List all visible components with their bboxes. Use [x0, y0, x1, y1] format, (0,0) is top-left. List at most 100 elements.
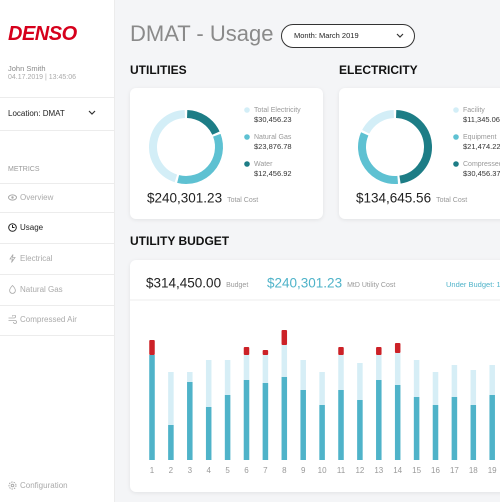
actual-bar	[281, 377, 288, 460]
legend-label: Compressed Air	[463, 161, 500, 168]
location-select[interactable]: Location: DMAT	[8, 109, 65, 118]
nav-label: Configuration	[20, 481, 68, 490]
x-tick-label: 12	[355, 466, 364, 475]
actual-bar	[357, 400, 363, 460]
x-tick-label: 13	[374, 466, 383, 475]
nav-item-active[interactable]: Usage	[8, 223, 43, 232]
actual-bar	[451, 397, 458, 460]
divider	[0, 305, 114, 306]
section-title: ELECTRICITY	[339, 63, 418, 77]
legend-dot	[244, 161, 250, 167]
nav-item[interactable]: Overview	[8, 193, 53, 202]
divider	[0, 130, 114, 131]
chevron	[396, 33, 404, 38]
divider	[0, 335, 114, 336]
nav-item[interactable]: Natural Gas	[8, 284, 63, 294]
actual-bar	[300, 390, 306, 460]
divider	[0, 243, 114, 244]
actual-bar	[187, 382, 193, 460]
legend-label: Water	[254, 161, 273, 168]
actual-bar	[262, 383, 269, 460]
over-bar	[376, 347, 382, 355]
actual-bar	[243, 380, 250, 460]
logo: DENSO	[8, 23, 77, 45]
over-bar	[262, 350, 269, 355]
actual-bar	[205, 407, 212, 460]
x-tick-label: 9	[301, 466, 306, 475]
nav-label: Compressed Air	[20, 315, 77, 324]
x-tick-label: 7	[263, 466, 268, 475]
timestamp: 04.17.2019 | 13:45:06	[8, 74, 76, 81]
x-tick-label: 16	[431, 466, 440, 475]
card: $314,450.00 Budget $240,301.23 MtD Utility …	[130, 260, 500, 492]
actual-bar	[168, 425, 174, 460]
x-tick-label: 2	[169, 466, 174, 475]
x-tick-label: 11	[337, 466, 346, 475]
legend-label: Equipment	[463, 134, 497, 141]
month-label: Month: March 2019	[294, 31, 359, 40]
actual-bar	[394, 385, 401, 460]
legend-dot	[453, 161, 459, 167]
cost-caption: MtD Utility Cost	[347, 282, 395, 289]
over-bar	[394, 343, 401, 353]
legend-value: $30,456.23	[254, 115, 292, 124]
legend-value: $23,876.78	[254, 142, 292, 151]
donut-segment	[177, 133, 223, 184]
legend-dot	[453, 107, 459, 113]
section-title: UTILITIES	[130, 63, 187, 77]
divider	[0, 274, 114, 275]
bar-chart: $314,450.00 Budget $240,301.23 MtD Utility …	[130, 276, 500, 475]
x-tick-label: 17	[450, 466, 459, 475]
over-bar	[149, 340, 155, 355]
over-bar	[243, 347, 250, 355]
donut-segment	[149, 110, 186, 183]
x-tick-label: 14	[393, 466, 402, 475]
total-caption: Total Cost	[227, 197, 258, 204]
donut-segment	[395, 110, 432, 184]
actual-bar	[224, 395, 231, 460]
budget-status: Under Budget: 1%	[446, 280, 500, 289]
section-title: UTILITY BUDGET	[130, 234, 230, 248]
nav-item[interactable]: Compressed Air	[8, 314, 77, 324]
legend-label: Natural Gas	[254, 134, 292, 141]
legend-dot	[244, 134, 250, 140]
actual-bar	[470, 405, 477, 460]
user-name: John Smith	[8, 64, 46, 73]
x-tick-label: 4	[206, 466, 211, 475]
actual-bar	[489, 395, 495, 460]
actual-bar	[319, 405, 325, 460]
nav-label: Usage	[20, 223, 44, 232]
budget-value: $314,450.00	[146, 276, 221, 291]
legend-dot	[453, 134, 459, 140]
actual-bar	[376, 380, 382, 460]
divider	[0, 97, 114, 98]
x-tick-label: 5	[225, 466, 230, 475]
donut-segment	[362, 110, 395, 134]
nav-label: Overview	[20, 193, 54, 202]
donut-chart: Facility$11,345.06 Equipment$21,474.22 Com…	[356, 107, 500, 206]
nav-item[interactable]: Electrical	[8, 254, 52, 263]
x-tick-label: 6	[244, 466, 249, 475]
legend-dot	[244, 107, 250, 113]
total-caption: Total Cost	[436, 197, 467, 204]
sidebar: DENSO John Smith 04.17.2019 | 13:45:06 L…	[0, 0, 115, 502]
donut-segment	[186, 110, 220, 136]
nav-item[interactable]: Configuration	[8, 481, 68, 490]
budget-bar	[168, 372, 174, 460]
cost-value: $240,301.23	[267, 276, 342, 291]
budget-caption: Budget	[226, 282, 248, 289]
donut-segment	[358, 132, 399, 184]
x-tick-label: 3	[188, 466, 193, 475]
x-tick-label: 18	[469, 466, 478, 475]
legend-label: Facility	[463, 107, 485, 114]
actual-bar	[413, 397, 420, 460]
actual-bar	[338, 390, 344, 460]
month-select[interactable]: Month: March 2019	[281, 24, 415, 48]
x-tick-label: 15	[412, 466, 421, 475]
legend-label: Total Electricity	[254, 107, 301, 114]
section-label: METRICS	[8, 166, 40, 173]
over-bar	[281, 330, 288, 345]
total-value: $240,301.23	[147, 191, 222, 206]
actual-bar	[432, 405, 439, 460]
